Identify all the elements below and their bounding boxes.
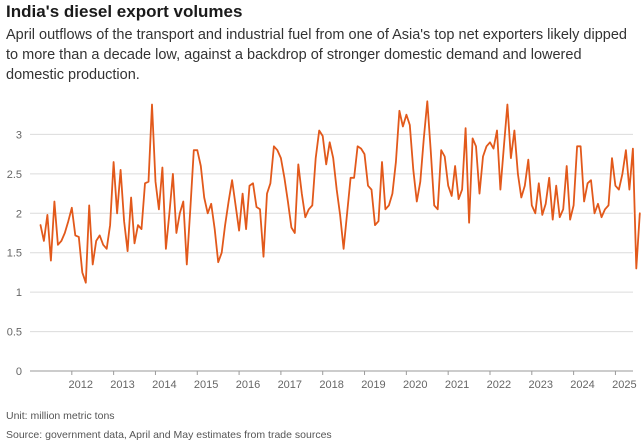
x-tick-label: 2022 xyxy=(487,379,511,391)
x-tick-label: 2020 xyxy=(403,379,427,391)
x-tick-label: 2021 xyxy=(445,379,469,391)
source-note: Source: government data, April and May e… xyxy=(6,429,332,441)
x-tick-label: 2018 xyxy=(319,379,343,391)
y-tick-labels: 0 0.5 1 1.5 2 2.5 3 xyxy=(7,129,22,378)
x-tick-label: 2025 xyxy=(612,379,636,391)
series-line-0 xyxy=(39,100,641,284)
x-tick-label: 2017 xyxy=(278,379,302,391)
x-tick-label: 2023 xyxy=(528,379,552,391)
x-tick-label: 2016 xyxy=(236,379,260,391)
y-tick-label: 1 xyxy=(16,287,22,299)
y-tick-label: 2.5 xyxy=(7,169,22,181)
x-tick-label: 2024 xyxy=(570,379,594,391)
x-tick-label: 2015 xyxy=(194,379,218,391)
chart-subtitle: April outflows of the transport and indu… xyxy=(6,27,627,83)
x-tick-label: 2014 xyxy=(152,379,176,391)
chart-title: India's diesel export volumes xyxy=(6,2,243,21)
axes xyxy=(30,370,633,375)
y-tick-label: 1.5 xyxy=(7,248,22,260)
unit-note: Unit: million metric tons xyxy=(6,410,115,422)
y-tick-label: 0.5 xyxy=(7,327,22,339)
grid-lines xyxy=(30,133,633,333)
series-layer xyxy=(39,100,641,284)
y-tick-label: 3 xyxy=(16,129,22,141)
x-tick-labels: 2012 2013 2014 2015 2016 2017 2018 2019 2020 2021… xyxy=(68,379,636,391)
x-tick-label: 2012 xyxy=(68,379,92,391)
x-tick-label: 2013 xyxy=(110,379,134,391)
y-tick-label: 2 xyxy=(16,208,22,220)
y-tick-label: 0 xyxy=(16,366,22,378)
x-tick-label: 2019 xyxy=(361,379,385,391)
